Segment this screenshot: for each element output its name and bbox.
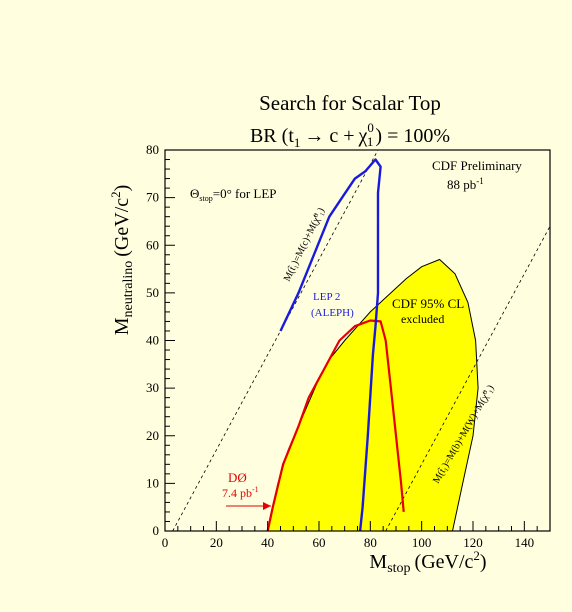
y-tick-label: 60 xyxy=(146,237,159,252)
lep-exclusion-line xyxy=(279,158,382,532)
x-tick-label: 120 xyxy=(463,535,483,550)
d0-pointer-arrow xyxy=(263,502,271,510)
d0-exclusion-line xyxy=(266,319,405,532)
lep-aleph-label: (ALEPH) xyxy=(311,307,354,319)
cdf-preliminary-label: CDF Preliminary xyxy=(432,158,522,173)
cdf-excluded-text: excluded xyxy=(401,312,444,326)
x-tick-label: 40 xyxy=(261,535,274,550)
chart-title: Search for Scalar Top xyxy=(259,91,441,115)
lep-label: LEP 2 xyxy=(313,291,340,303)
x-tick-label: 80 xyxy=(364,535,377,550)
d0-label: DØ xyxy=(228,470,247,485)
y-tick-label: 20 xyxy=(146,428,159,443)
reference-line-1 xyxy=(172,149,379,532)
y-tick-label: 0 xyxy=(153,523,160,538)
y-axis-label: Mneutralino(GeV/c2) xyxy=(108,185,136,336)
x-tick-label: 140 xyxy=(515,535,535,550)
theta-label: Θstop=0° for LEP xyxy=(190,186,277,203)
x-tick-label: 60 xyxy=(313,535,326,550)
x-tick-label: 20 xyxy=(210,535,223,550)
x-tick-label: 0 xyxy=(162,535,169,550)
d0-lumi-label: 7.4 pb-1 xyxy=(222,485,259,500)
y-tick-label: 10 xyxy=(146,475,159,490)
x-tick-label: 100 xyxy=(412,535,432,550)
y-tick-label: 30 xyxy=(146,380,159,395)
cdf-lumi-label: 88 pb-1 xyxy=(447,176,484,192)
cdf-excluded-title: CDF 95% CL xyxy=(392,296,464,311)
y-tick-label: 70 xyxy=(146,190,159,205)
y-tick-label: 80 xyxy=(146,142,159,157)
y-tick-label: 40 xyxy=(146,333,159,348)
x-axis-label: Mstop (GeV/c2) xyxy=(369,548,486,576)
chart-subtitle: BR (t1 → c + χ0 1) = 100% xyxy=(250,120,450,150)
y-tick-label: 50 xyxy=(146,285,159,300)
reference-line-2 xyxy=(385,226,551,532)
diag1-label: M(t̃₁)=M(c)+M(χ̃⁰₁) xyxy=(281,206,327,284)
